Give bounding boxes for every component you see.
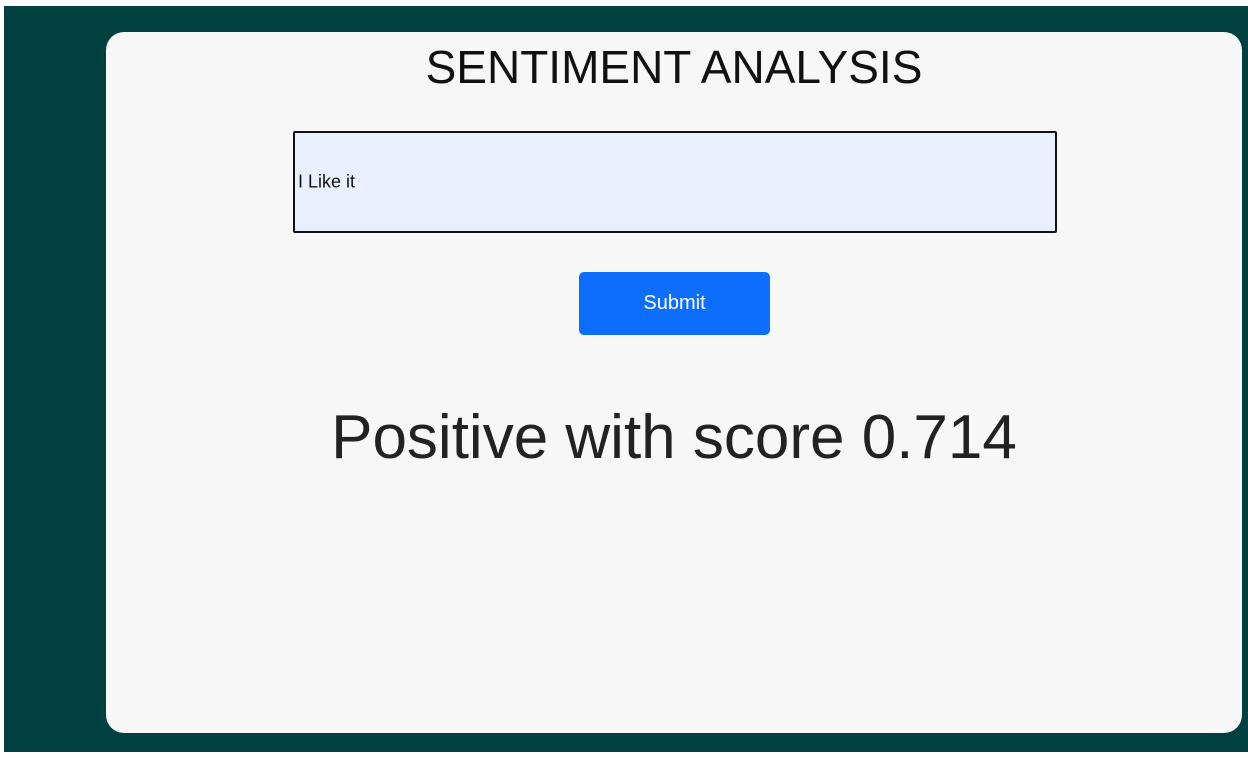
title: SENTIMENT ANALYSIS (425, 41, 923, 93)
card: SENTIMENT ANALYSIS I Like it Submit Posi… (106, 32, 1242, 733)
submit-button[interactable]: Submit (579, 272, 770, 335)
text-input[interactable]: I Like it (293, 131, 1057, 233)
result-text: Positive with score 0.714 (331, 403, 1017, 472)
input-text: I Like it (298, 171, 356, 192)
